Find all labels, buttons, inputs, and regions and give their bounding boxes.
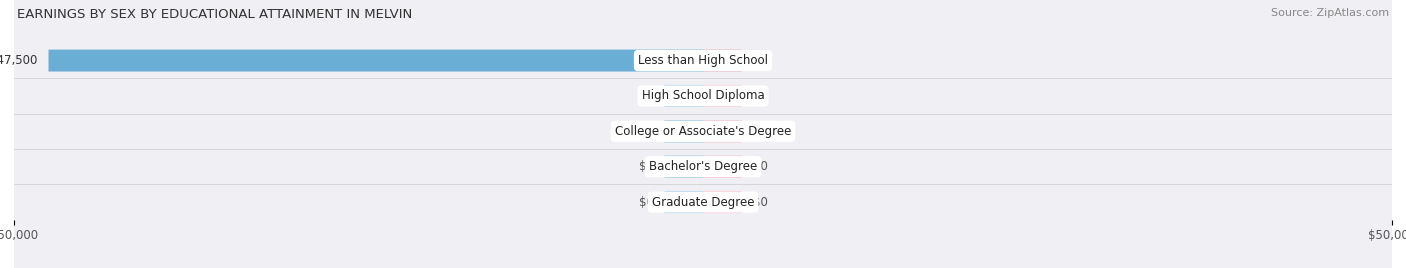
FancyBboxPatch shape (703, 50, 741, 72)
FancyBboxPatch shape (665, 120, 703, 142)
FancyBboxPatch shape (703, 156, 741, 178)
FancyBboxPatch shape (665, 191, 703, 213)
Text: Bachelor's Degree: Bachelor's Degree (650, 160, 756, 173)
Text: $0: $0 (638, 196, 654, 209)
Text: $0: $0 (638, 125, 654, 138)
Text: High School Diploma: High School Diploma (641, 90, 765, 102)
FancyBboxPatch shape (14, 0, 1392, 268)
Text: EARNINGS BY SEX BY EDUCATIONAL ATTAINMENT IN MELVIN: EARNINGS BY SEX BY EDUCATIONAL ATTAINMEN… (17, 8, 412, 21)
Text: $0: $0 (752, 196, 768, 209)
FancyBboxPatch shape (14, 0, 1392, 268)
FancyBboxPatch shape (703, 85, 741, 107)
FancyBboxPatch shape (14, 0, 1392, 268)
Text: $0: $0 (752, 160, 768, 173)
Text: $0: $0 (752, 90, 768, 102)
FancyBboxPatch shape (703, 191, 741, 213)
Text: Less than High School: Less than High School (638, 54, 768, 67)
Text: College or Associate's Degree: College or Associate's Degree (614, 125, 792, 138)
Text: Graduate Degree: Graduate Degree (652, 196, 754, 209)
FancyBboxPatch shape (665, 156, 703, 178)
Text: $0: $0 (752, 125, 768, 138)
FancyBboxPatch shape (48, 50, 703, 72)
FancyBboxPatch shape (14, 0, 1392, 268)
FancyBboxPatch shape (665, 85, 703, 107)
FancyBboxPatch shape (703, 120, 741, 142)
Text: $0: $0 (638, 160, 654, 173)
Text: $47,500: $47,500 (0, 54, 38, 67)
FancyBboxPatch shape (14, 0, 1392, 268)
Text: $0: $0 (638, 90, 654, 102)
Text: $0: $0 (752, 54, 768, 67)
Text: Source: ZipAtlas.com: Source: ZipAtlas.com (1271, 8, 1389, 18)
